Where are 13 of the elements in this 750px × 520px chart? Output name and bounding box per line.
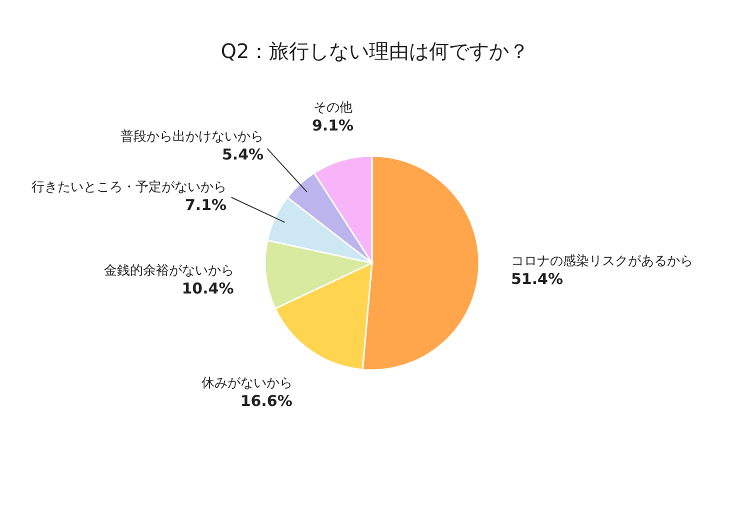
chart-title: Q2：旅行しない理由は何ですか？ [220, 39, 530, 63]
slice-label: 普段から出かけないから [120, 128, 264, 145]
slice-label: コロナの感染リスクがあるから [510, 254, 693, 270]
slice-label: 休みがないから [201, 376, 292, 392]
data-label: 51.4% [510, 270, 564, 288]
slice-label: 金銭的余裕がないから [104, 264, 234, 279]
data-label: 9.1% [312, 116, 354, 135]
data-label: 7.1% [184, 196, 227, 214]
data-label: 16.6% [240, 392, 292, 410]
data-label: 5.4% [222, 146, 264, 164]
slice-label: 行きたいところ・予定がないから [32, 180, 227, 196]
data-label: 10.4% [182, 280, 234, 298]
slice-label: その他 [313, 100, 352, 116]
